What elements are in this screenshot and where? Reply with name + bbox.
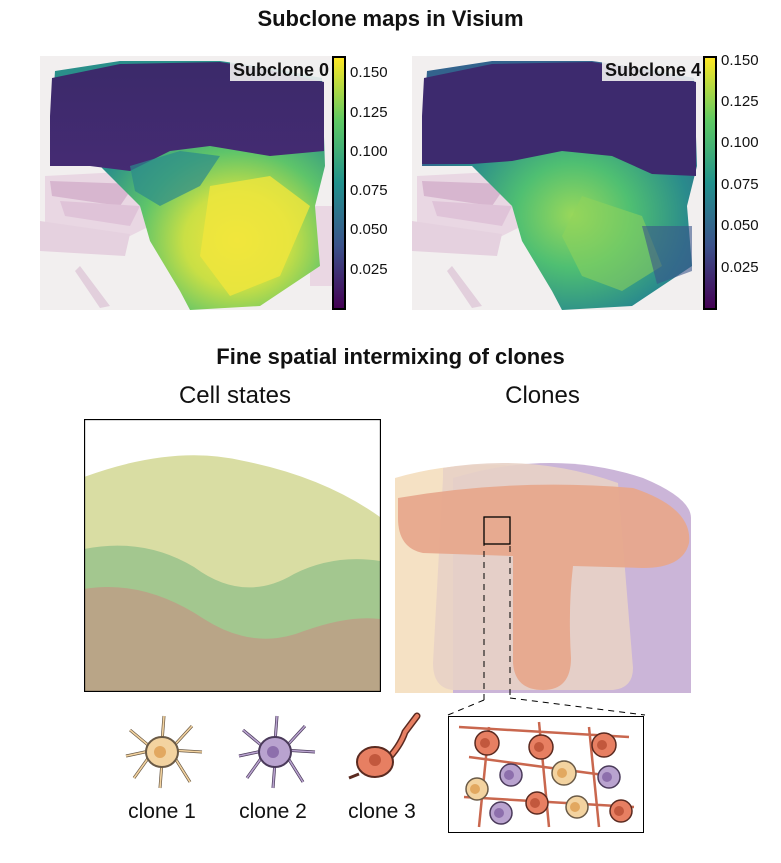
subclone-0-tissue-map (40, 56, 332, 310)
section-title-intermixing: Fine spatial intermixing of clones (216, 344, 565, 369)
subclone-4-tick-0150: 0.150 (721, 52, 759, 69)
subclone-4-tick-0050: 0.050 (721, 217, 759, 234)
clones-panel (393, 458, 691, 693)
subclone-4-label: Subclone 4 (601, 60, 704, 81)
zoomed-cell-mixture-inset (448, 716, 644, 833)
cell-states-title: Cell states (178, 382, 292, 409)
clone-3-label: clone 3 (348, 800, 416, 823)
subclone-4-tissue-map (412, 56, 704, 310)
clones-diagram (395, 463, 691, 693)
subclone-4-tick-0025: 0.025 (721, 259, 759, 276)
subclone-4-tick-0125: 0.125 (721, 93, 759, 110)
subclone-0-tick-0125: 0.125 (350, 104, 388, 121)
subclone-0-label: Subclone 0 (229, 60, 332, 81)
section-title-subclone-maps: Subclone maps in Visium (257, 6, 524, 31)
subclone-0-tick-0075: 0.075 (350, 182, 388, 199)
subclone-0-tick-0150: 0.150 (350, 64, 388, 81)
subclone-4-tick-0100: 0.100 (721, 134, 759, 151)
cell-states-panel (84, 419, 381, 692)
cell-mixture-diagram (458, 721, 635, 828)
subclone-4-colorbar (703, 56, 717, 310)
subclone-0-colorbar (332, 56, 346, 310)
clone-3-cell-icon (345, 712, 435, 792)
subclone-4-map: Subclone 4 (412, 56, 704, 310)
subclone-0-tick-0050: 0.050 (350, 221, 388, 238)
clone-1-label: clone 1 (128, 800, 196, 823)
subclone-0-tick-0025: 0.025 (350, 261, 388, 278)
subclone-0-tick-0100: 0.100 (350, 143, 388, 160)
clone-1-cell-icon (112, 712, 212, 792)
clone-2-cell-icon (225, 712, 325, 792)
clone-2-label: clone 2 (239, 800, 307, 823)
clones-title: Clones (505, 382, 580, 409)
cell-states-diagram (84, 419, 381, 692)
zoom-lines (447, 540, 646, 716)
subclone-0-map: Subclone 0 (40, 56, 332, 310)
subclone-4-tick-0075: 0.075 (721, 176, 759, 193)
